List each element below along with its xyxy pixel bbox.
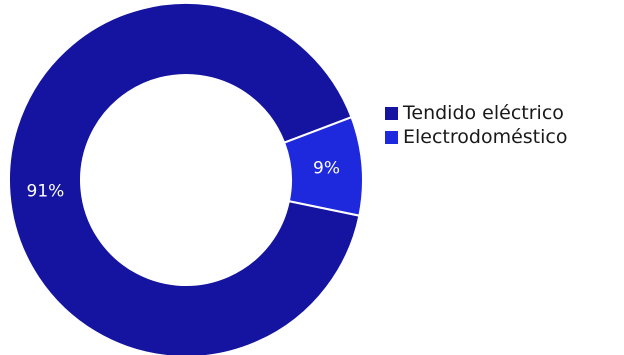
- donut-slices: [8, 2, 364, 355]
- legend-label: Tendido eléctrico: [403, 102, 564, 124]
- donut-labels: 91% 9%: [27, 159, 340, 202]
- legend-item-electrodomestico[interactable]: Electrodoméstico: [385, 125, 567, 149]
- donut-slice-0[interactable]: [8, 2, 361, 355]
- donut-slice-1[interactable]: [282, 115, 364, 217]
- legend: Tendido eléctrico Electrodoméstico: [385, 101, 567, 149]
- donut-chart: 91% 9%: [8, 2, 364, 355]
- legend-label: Electrodoméstico: [403, 126, 568, 148]
- legend-swatch: [385, 130, 398, 144]
- slice-label-1: 9%: [313, 159, 340, 179]
- slice-label-0: 91%: [27, 181, 65, 201]
- legend-item-tendido-electrico[interactable]: Tendido eléctrico: [385, 101, 567, 125]
- legend-swatch: [385, 106, 398, 120]
